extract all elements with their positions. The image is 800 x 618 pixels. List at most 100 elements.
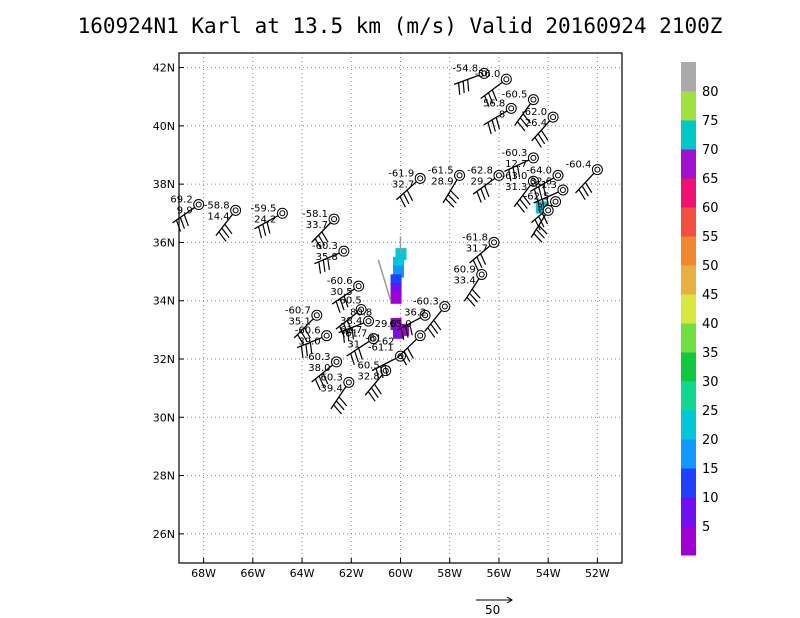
observation-station: [396, 309, 431, 340]
colorbar-swatch: [681, 265, 696, 295]
observation-station: -60.735.1: [285, 305, 323, 346]
observation-station: -58.814.4: [204, 200, 242, 242]
colorbar-label: 60: [702, 201, 719, 216]
observation-station: -56.0: [474, 69, 512, 107]
station-temp-label: 32.6: [530, 176, 552, 187]
wind-barb-flag: [408, 323, 413, 336]
colorbar-label: 40: [702, 317, 719, 332]
station-temp-label: 26.4: [525, 118, 547, 129]
wind-barb-flag: [314, 378, 321, 391]
wind-barb-flag: [476, 256, 483, 268]
station-temp-label: 35.1: [289, 316, 311, 327]
station-ring-outer: [527, 152, 539, 164]
wind-barb-flag: [375, 368, 380, 381]
wind-barb-flag: [508, 169, 512, 182]
station-ring-inner: [503, 76, 510, 83]
wind-barb-flag: [516, 121, 526, 132]
station-pressure-label: -60.6: [327, 276, 353, 287]
wind-barb-flag: [379, 366, 384, 379]
cluster-label: -60.5: [336, 296, 362, 307]
station-pressure-label: -62.5: [524, 192, 550, 203]
colorbar-label: 5: [702, 520, 710, 535]
colorbar-swatch: [681, 294, 696, 324]
wind-barb-flag: [540, 129, 549, 141]
station-pressure-label: -61.8: [462, 232, 488, 243]
wind-barb-flag: [487, 92, 494, 105]
station-ring-outer: [353, 280, 365, 292]
observation-station: 69.29.9: [170, 195, 205, 232]
station-pressure-label: -61.5: [428, 165, 454, 176]
station-temp-label: 24.2: [254, 214, 276, 225]
station-pressure-label: 60.9: [453, 264, 475, 275]
station-ring-inner: [508, 105, 515, 112]
wind-barb-flag: [218, 231, 227, 242]
station-temp-label: 32.8: [357, 372, 379, 383]
station-ring-inner: [323, 332, 330, 339]
station-ring-outer: [328, 213, 340, 225]
wind-barb-flag: [484, 95, 490, 107]
observation-station: -63.031.3: [502, 171, 539, 213]
colorbar-swatch: [681, 323, 696, 353]
wind-barb-flag: [339, 298, 345, 311]
cluster-label: 80.8: [350, 307, 372, 318]
station-ring-inner: [397, 353, 404, 360]
station-ring-outer: [367, 333, 379, 345]
station-ring-outer: [591, 164, 603, 176]
shade-cell: [390, 318, 402, 331]
station-ring-outer: [552, 169, 564, 181]
wind-barb-flag: [403, 350, 411, 363]
station-pressure-label: -60.5: [502, 90, 528, 101]
wind-barb-flag: [257, 226, 263, 239]
wind-barb-flag: [339, 325, 345, 338]
station-ring-outer: [230, 204, 242, 216]
shade-cell: [390, 283, 402, 296]
station-ring-outer: [276, 207, 288, 219]
colorbar-swatch: [681, 207, 696, 237]
wind-barb-flag: [406, 189, 414, 202]
station-ring-inner: [232, 207, 239, 214]
station-ring-inner: [417, 175, 424, 182]
station-ring-inner: [530, 154, 537, 161]
colorbar-label: 70: [702, 143, 719, 158]
wind-barb-flag: [541, 212, 549, 225]
observation-station: -60.630.5: [327, 276, 365, 313]
wind-barb-flag: [370, 387, 379, 398]
wind-barb-flag: [399, 196, 406, 208]
station-ring-outer: [500, 73, 512, 85]
cluster-label: 29.0: [375, 319, 397, 330]
station-pressure-label: -60.3: [312, 241, 338, 252]
station-pressure-label: -62.0: [521, 107, 547, 118]
wind-barb-flag: [462, 81, 465, 94]
cluster-label: 36.2: [404, 307, 426, 318]
station-pressure-label: -54.8: [452, 63, 478, 74]
wind-barb-flag: [224, 223, 233, 235]
station-ring-outer: [363, 315, 375, 327]
wind-barb-flag: [430, 323, 439, 335]
colorbar-label: 25: [702, 404, 719, 419]
colorbar-swatch: [681, 497, 696, 527]
wind-barb-flag: [447, 194, 457, 204]
colorbar-label: 10: [702, 491, 719, 506]
station-ring-inner: [545, 207, 552, 214]
reference-arrowhead: [506, 596, 513, 604]
colorbar-swatch: [681, 91, 696, 121]
station-temp-label: 8: [499, 109, 505, 120]
station-temp-label: 39.4: [321, 383, 343, 394]
wind-barb-flag: [584, 182, 593, 193]
station-ring-inner: [355, 283, 362, 290]
station-ring-inner: [550, 114, 557, 121]
station-pressure-label: -64.0: [526, 165, 552, 176]
wind-barb-flag: [476, 191, 482, 203]
wind-barb-flag: [469, 292, 478, 303]
station-ring-inner: [333, 358, 340, 365]
wind-barb-flag: [367, 391, 376, 402]
observation-station: 56.88: [483, 98, 517, 135]
cluster-label: -61.1: [368, 342, 394, 353]
wind-barb-flag: [466, 296, 476, 307]
colorbar-label: 65: [702, 172, 719, 187]
colorbar-swatch: [681, 120, 696, 150]
colorbar-label: 50: [702, 259, 719, 274]
reference-vector-label: 50: [485, 603, 500, 617]
